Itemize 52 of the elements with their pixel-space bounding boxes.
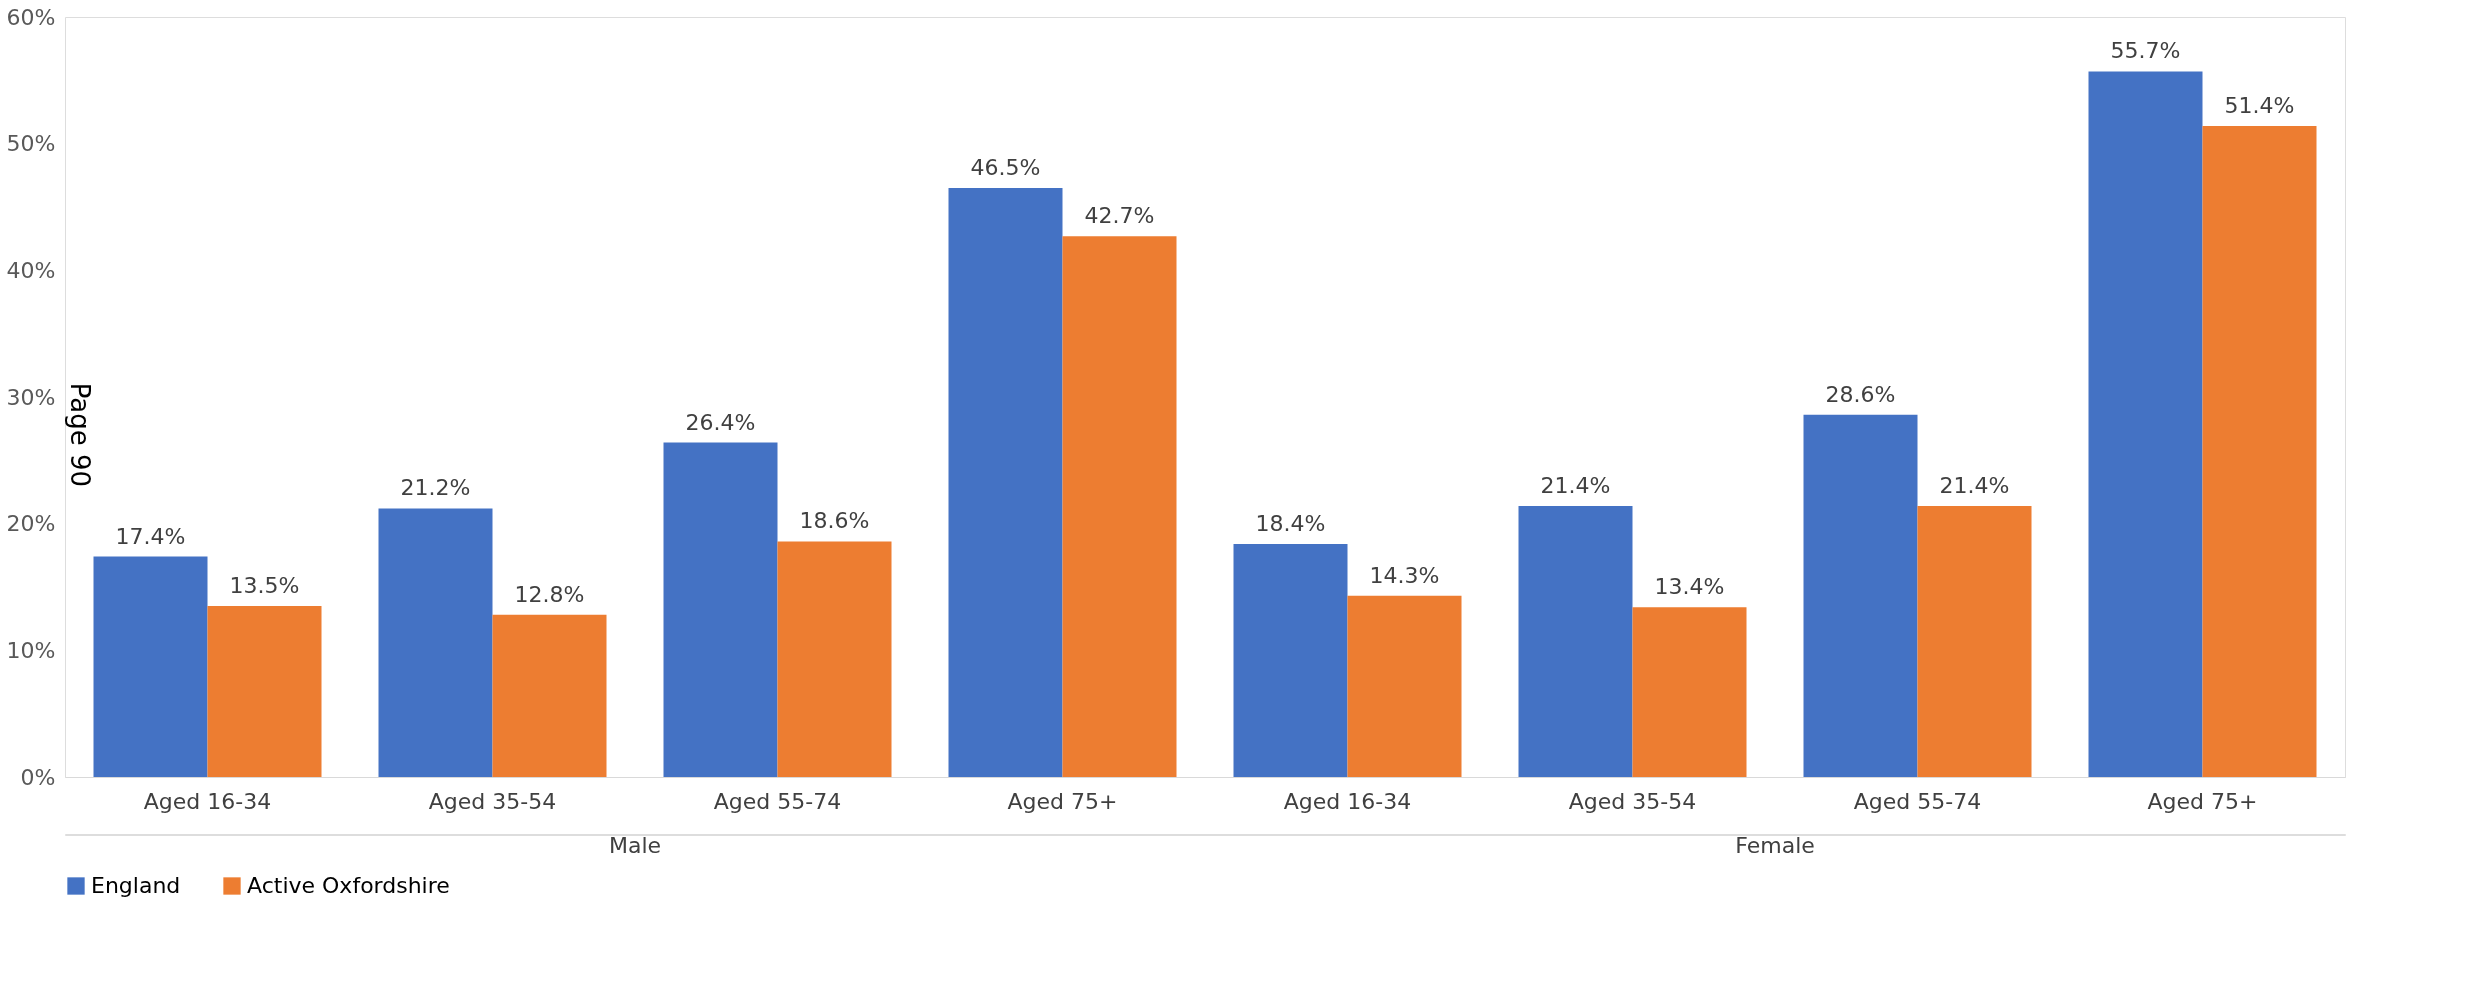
annotation: Page 90 xyxy=(65,382,95,488)
data-label: 17.4% xyxy=(115,523,186,549)
data-label: 18.4% xyxy=(1255,510,1326,536)
bar xyxy=(1917,505,2032,777)
y-tick-label: 40% xyxy=(6,257,56,283)
x-tick-label: Aged 35-54 xyxy=(1568,788,1697,814)
data-label: 21.4% xyxy=(1540,472,1611,498)
y-tick-label: 30% xyxy=(6,384,56,410)
y-tick-label: 20% xyxy=(6,511,56,537)
legend-label: England xyxy=(91,873,181,898)
bar xyxy=(1803,414,1918,777)
bar xyxy=(492,614,607,777)
bar xyxy=(1233,543,1348,777)
x-tick-label: Aged 75+ xyxy=(2147,788,2258,814)
bar xyxy=(948,188,1063,777)
bar xyxy=(1518,505,1633,777)
x-tick-label: Aged 35-54 xyxy=(428,788,557,814)
y-tick-label: 10% xyxy=(6,637,56,663)
x-tick-label: Aged 16-34 xyxy=(143,788,272,814)
x-tick-label: Aged 55-74 xyxy=(1853,788,1982,814)
data-label: 13.5% xyxy=(229,573,300,598)
y-tick-label: 0% xyxy=(20,764,56,790)
bar xyxy=(207,606,322,777)
x-tick-label: Aged 16-34 xyxy=(1283,788,1412,814)
bar xyxy=(777,541,892,777)
data-label: 46.5% xyxy=(970,155,1041,180)
data-label: 21.2% xyxy=(400,475,471,501)
bar xyxy=(1347,595,1462,777)
data-label: 13.4% xyxy=(1654,574,1725,600)
x-tick-label: Aged 55-74 xyxy=(713,788,842,814)
data-label: 12.8% xyxy=(514,581,585,607)
data-label: 21.4% xyxy=(1939,472,2010,498)
data-label: 26.4% xyxy=(685,409,756,435)
data-label: 14.3% xyxy=(1369,562,1440,588)
y-tick-label: 60% xyxy=(6,4,56,30)
x-tick-label: Aged 75+ xyxy=(1007,788,1118,814)
bar xyxy=(2202,125,2317,777)
bar xyxy=(2088,71,2203,777)
text: Male xyxy=(608,832,662,858)
data-label: 55.7% xyxy=(2110,38,2181,64)
data-label: 18.6% xyxy=(799,508,870,534)
bar xyxy=(1632,607,1747,777)
data-label: 51.4% xyxy=(2224,92,2295,118)
bar xyxy=(93,556,208,777)
data-label: 28.6% xyxy=(1825,381,1896,407)
bar xyxy=(663,442,778,777)
text: Female xyxy=(1735,832,1815,858)
data-label: 42.7% xyxy=(1084,203,1155,229)
bar xyxy=(1062,236,1177,777)
legend-label: Active Oxfordshire xyxy=(247,873,450,898)
bar xyxy=(378,508,493,777)
y-tick-label: 50% xyxy=(6,131,56,157)
